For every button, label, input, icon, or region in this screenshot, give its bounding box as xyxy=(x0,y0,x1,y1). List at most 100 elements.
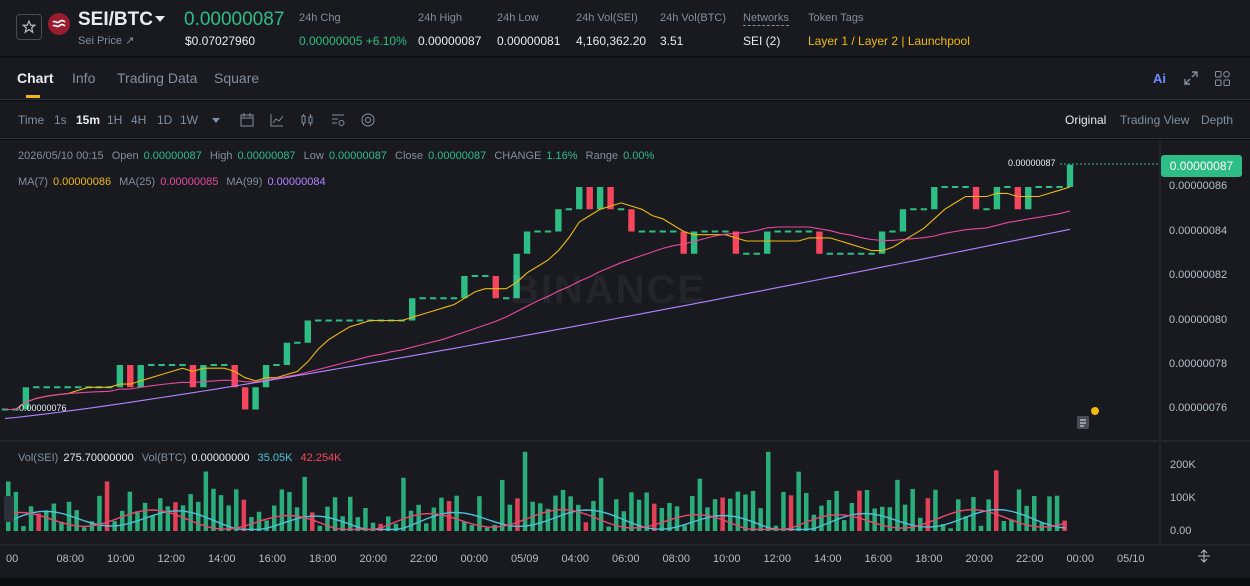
candle xyxy=(596,187,604,210)
legend-date: 2026/05/10 00:15 xyxy=(18,150,104,162)
candle xyxy=(440,297,447,300)
chart-canvas[interactable] xyxy=(0,140,1250,578)
volume-bar xyxy=(484,527,490,531)
candle xyxy=(335,319,343,322)
volume-bar xyxy=(857,490,862,531)
legend-change-label: CHANGE xyxy=(494,150,542,162)
volume-bar xyxy=(667,502,672,531)
usd-price: $0.07027960 xyxy=(185,34,256,48)
volume-bar xyxy=(652,503,657,531)
volume-bar xyxy=(978,525,984,531)
stat-label: 24h Vol(SEI) xyxy=(576,12,638,24)
volume-bar xyxy=(401,477,406,531)
expand-icon[interactable] xyxy=(1183,70,1201,88)
target-settings-icon[interactable] xyxy=(360,112,376,128)
stat-24h-low: 24h Low 0.00000081 xyxy=(497,12,560,48)
time-tick: 00:00 xyxy=(460,553,489,565)
tab-chart[interactable]: Chart xyxy=(17,70,54,86)
volume-bar xyxy=(758,508,763,531)
volume-bar xyxy=(690,496,695,531)
time-tick: 05/09 xyxy=(511,553,539,565)
layout-grid-icon[interactable] xyxy=(1214,70,1232,88)
timeframe-1s[interactable]: 1s xyxy=(54,113,67,127)
volume-bar xyxy=(788,495,794,531)
candle xyxy=(64,386,71,389)
chevron-down-icon[interactable] xyxy=(155,16,165,22)
volume-bar xyxy=(302,476,307,531)
token-tags-links[interactable]: Layer 1 / Layer 2 | Launchpool xyxy=(808,34,970,48)
candle xyxy=(607,187,614,210)
volume-bar xyxy=(560,489,566,531)
candle xyxy=(534,230,541,233)
volume-bar xyxy=(363,508,368,531)
volume-bar xyxy=(173,502,178,531)
timeframe-time[interactable]: Time xyxy=(18,113,45,127)
price-chart[interactable]: BINANCE 2026/05/10 00:15 Open 0.00000087 … xyxy=(0,140,1250,578)
candle xyxy=(409,298,416,321)
volume-bar xyxy=(462,521,467,531)
volume-bar xyxy=(674,506,680,531)
volume-bar xyxy=(218,495,224,531)
calendar-icon[interactable] xyxy=(239,112,255,128)
view-trading-view[interactable]: Trading View xyxy=(1120,113,1190,127)
candlestick-icon[interactable] xyxy=(299,112,315,128)
volume-tick: 0.00 xyxy=(1170,525,1192,537)
legend-low: 0.00000087 xyxy=(328,150,387,162)
timeframe-dropdown-icon[interactable] xyxy=(212,118,220,123)
timeframe-1w[interactable]: 1W xyxy=(180,113,198,127)
notes-icon[interactable] xyxy=(1076,414,1090,430)
timeframe-4h[interactable]: 4H xyxy=(131,113,147,127)
view-original[interactable]: Original xyxy=(1065,113,1107,127)
candle xyxy=(826,252,834,255)
trading-pair[interactable]: SEI/BTC xyxy=(78,9,153,30)
volume-bar xyxy=(811,514,817,531)
volume-bar xyxy=(1047,496,1052,531)
stat-value: 3.51 xyxy=(660,34,684,48)
vol-sei-value: 275.70000000 xyxy=(63,452,134,464)
time-tick: 04:00 xyxy=(561,553,590,565)
volume-bar xyxy=(636,499,642,531)
candle xyxy=(774,230,781,233)
volume-bar xyxy=(507,504,513,531)
volume-ma-line-b xyxy=(8,508,1066,531)
timeframe-1d[interactable]: 1D xyxy=(157,113,173,127)
ma99-label: MA(99) xyxy=(226,176,263,188)
candle xyxy=(910,208,917,211)
tab-info[interactable]: Info xyxy=(72,70,96,86)
volume-bar xyxy=(538,503,543,531)
watermark: BINANCE xyxy=(510,268,707,312)
candle xyxy=(847,252,854,255)
volume-bar xyxy=(477,496,482,531)
sei-price-link[interactable]: Sei Price ↗ xyxy=(78,35,135,47)
time-tick: 12:00 xyxy=(763,553,792,565)
tab-trading-data[interactable]: Trading Data xyxy=(117,70,198,86)
fit-vertical-icon[interactable] xyxy=(1197,549,1211,563)
volume-bar xyxy=(621,511,627,531)
candle xyxy=(868,252,875,255)
candle xyxy=(993,187,1001,210)
candle xyxy=(544,230,552,233)
scroll-left-handle[interactable] xyxy=(4,496,14,522)
candle xyxy=(576,187,583,210)
legend-open: 0.00000087 xyxy=(143,150,202,162)
volume-bar xyxy=(287,491,292,531)
favorite-star-icon[interactable] xyxy=(16,14,42,40)
view-depth[interactable]: Depth xyxy=(1201,113,1234,127)
candle xyxy=(137,365,144,388)
time-tick: 22:00 xyxy=(410,553,438,565)
volume-bar xyxy=(332,497,338,531)
candle xyxy=(951,186,959,188)
volume-bar xyxy=(97,495,102,531)
candle xyxy=(857,252,865,255)
indicator-settings-icon[interactable] xyxy=(330,112,346,128)
volume-bar xyxy=(948,528,953,531)
stat-networks[interactable]: Networks SEI (2) xyxy=(743,12,789,48)
volume-bar xyxy=(872,508,877,531)
candle xyxy=(273,364,280,366)
timeframe-15m[interactable]: 15m xyxy=(76,113,101,127)
ai-icon[interactable]: Ai xyxy=(1153,71,1166,86)
tab-square[interactable]: Square xyxy=(214,70,260,86)
timeframe-1h[interactable]: 1H xyxy=(107,113,123,127)
stat-label: 24h Chg xyxy=(299,12,341,24)
line-chart-icon[interactable] xyxy=(269,112,285,128)
